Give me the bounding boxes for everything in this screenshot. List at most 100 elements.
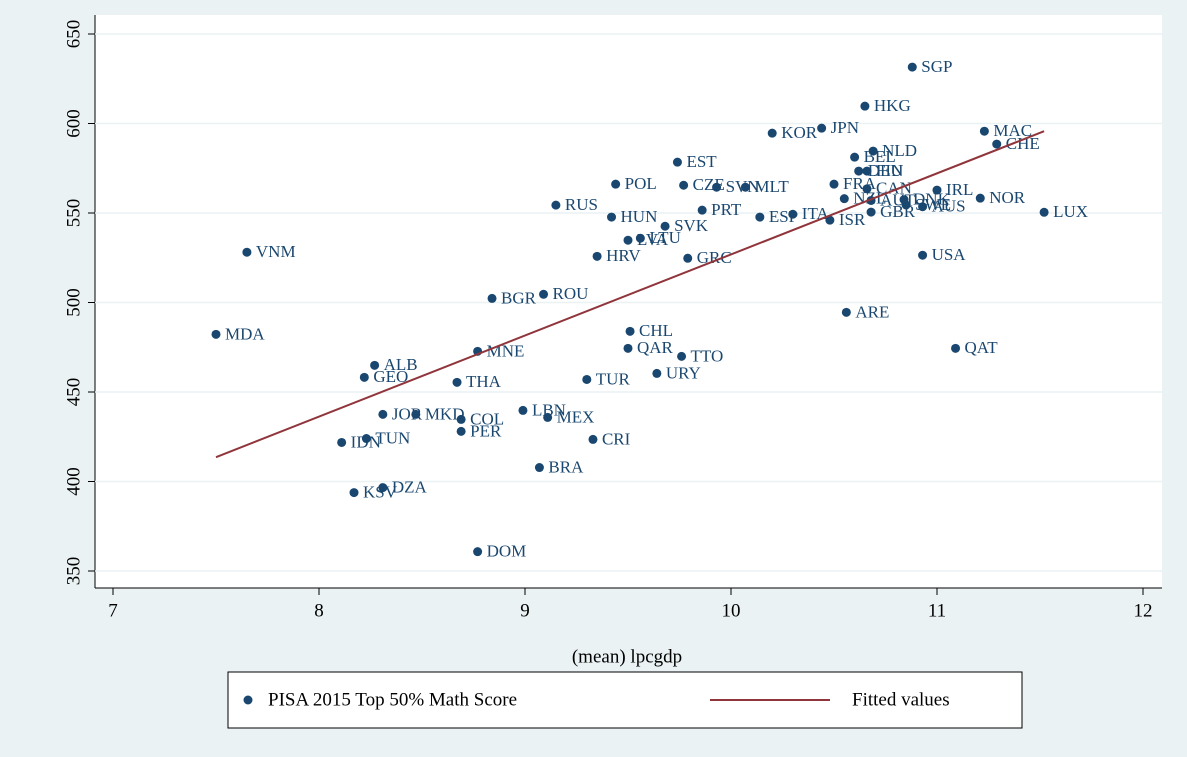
point-label: ROU xyxy=(553,284,589,303)
point-label: KSV xyxy=(363,483,398,502)
point xyxy=(378,409,388,419)
legend-label: PISA 2015 Top 50% Math Score xyxy=(268,689,517,710)
y-tick-label: 500 xyxy=(63,288,84,317)
point-label: SGP xyxy=(921,57,952,76)
point xyxy=(623,235,633,245)
point-label: MLT xyxy=(754,177,789,196)
point xyxy=(1039,207,1049,217)
point-label: LBN xyxy=(532,400,566,419)
point-label: EST xyxy=(686,152,717,171)
point-label: HKG xyxy=(874,96,911,115)
point xyxy=(817,123,827,133)
point-label: PER xyxy=(470,421,502,440)
y-tick-label: 650 xyxy=(63,20,84,49)
point-label: GBR xyxy=(880,202,916,221)
point-label: LTU xyxy=(649,228,681,247)
legend xyxy=(227,671,1023,729)
point xyxy=(660,221,670,231)
point-label: TTO xyxy=(691,346,724,365)
point-label: MAC xyxy=(993,121,1032,140)
point-label: KOR xyxy=(781,123,818,142)
point-label: MEX xyxy=(557,407,595,426)
point xyxy=(860,101,870,111)
point xyxy=(841,307,851,317)
point-label: MKD xyxy=(425,404,465,423)
point xyxy=(551,200,561,210)
x-tick-label: 11 xyxy=(928,600,946,621)
point-label: JPN xyxy=(831,118,859,137)
x-tick-label: 12 xyxy=(1134,600,1153,621)
point-label: ISR xyxy=(839,210,866,229)
point-label: BRA xyxy=(548,457,584,476)
point xyxy=(992,139,1002,149)
point xyxy=(411,409,421,419)
point-label: BGR xyxy=(501,288,537,307)
point xyxy=(534,463,544,473)
point-label: CHE xyxy=(1006,134,1040,153)
point xyxy=(788,209,798,219)
point xyxy=(611,179,621,189)
point xyxy=(850,152,860,162)
point xyxy=(854,166,864,176)
point-label: THA xyxy=(466,372,502,391)
point xyxy=(679,180,689,190)
point xyxy=(918,202,928,212)
point xyxy=(740,182,750,192)
point-label: DZA xyxy=(392,477,428,496)
point-label: GRC xyxy=(697,248,732,267)
point-label: ARE xyxy=(855,302,889,321)
point xyxy=(825,215,835,225)
point xyxy=(839,194,849,204)
x-tick-label: 7 xyxy=(108,600,118,621)
point-label: COL xyxy=(470,409,504,428)
point xyxy=(487,293,497,303)
point xyxy=(829,179,839,189)
point-label: QAT xyxy=(965,338,999,357)
point-label: MDA xyxy=(225,324,265,343)
point xyxy=(712,182,722,192)
point xyxy=(211,329,221,339)
point xyxy=(975,193,985,203)
point-label: LVA xyxy=(637,230,669,249)
y-tick-label: 450 xyxy=(63,378,84,407)
point xyxy=(623,343,633,353)
point xyxy=(868,146,878,156)
point xyxy=(901,200,911,210)
point xyxy=(862,184,872,194)
point xyxy=(862,166,872,176)
point xyxy=(518,405,528,415)
point xyxy=(359,372,369,382)
point-label: HUN xyxy=(621,207,658,226)
point xyxy=(456,426,466,436)
point-label: TUR xyxy=(596,369,631,388)
legend-marker xyxy=(243,695,253,705)
point xyxy=(697,205,707,215)
point xyxy=(543,412,553,422)
point-label: VNM xyxy=(256,242,296,261)
point-label: CRI xyxy=(602,429,631,448)
point xyxy=(979,126,989,136)
plot-area xyxy=(95,15,1162,588)
point xyxy=(242,247,252,257)
point-label: POL xyxy=(625,174,657,193)
point xyxy=(361,434,371,444)
x-tick-label: 10 xyxy=(722,600,741,621)
y-tick-label: 600 xyxy=(63,109,84,138)
point-label: LUX xyxy=(1053,202,1088,221)
point xyxy=(635,233,645,243)
point-label: PRT xyxy=(711,200,742,219)
point xyxy=(625,326,635,336)
x-axis-title: (mean) lpcgdp xyxy=(572,646,682,667)
point-label: DEU xyxy=(868,161,903,180)
point xyxy=(918,250,928,260)
fit-line xyxy=(215,130,1045,459)
point xyxy=(907,62,917,72)
point-label: USA xyxy=(932,245,967,264)
point xyxy=(473,547,483,557)
point-label: FIN xyxy=(876,161,903,180)
point xyxy=(539,289,549,299)
point xyxy=(951,343,961,353)
point xyxy=(677,351,687,361)
point xyxy=(866,207,876,217)
point-label: AUS xyxy=(932,197,966,216)
